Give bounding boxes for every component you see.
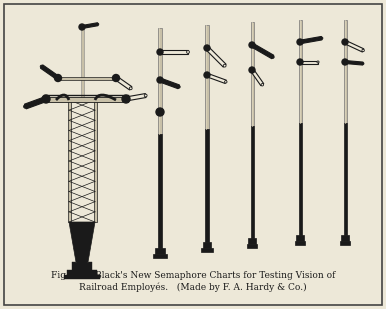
Circle shape: [204, 72, 210, 78]
Bar: [344, 123, 347, 235]
Circle shape: [342, 59, 348, 65]
Circle shape: [129, 87, 132, 90]
Bar: [203, 242, 211, 248]
Bar: [81, 25, 83, 100]
Circle shape: [54, 74, 61, 82]
Bar: [344, 20, 347, 123]
Bar: [205, 25, 209, 129]
Circle shape: [249, 67, 255, 73]
Circle shape: [362, 62, 364, 65]
Circle shape: [271, 56, 274, 58]
Circle shape: [249, 42, 255, 48]
Bar: [64, 275, 100, 279]
Circle shape: [178, 86, 180, 88]
Polygon shape: [300, 61, 318, 64]
Bar: [153, 254, 167, 258]
Polygon shape: [251, 69, 264, 86]
Bar: [340, 241, 350, 245]
Circle shape: [42, 95, 50, 103]
Polygon shape: [160, 50, 188, 54]
Circle shape: [144, 94, 147, 97]
Polygon shape: [24, 97, 47, 109]
Bar: [341, 235, 349, 241]
Circle shape: [24, 105, 27, 108]
Circle shape: [320, 37, 323, 40]
Circle shape: [186, 51, 190, 53]
Bar: [298, 123, 301, 235]
Circle shape: [362, 49, 364, 52]
Circle shape: [223, 64, 226, 67]
Text: Fig. 25.—Black's New Semaphore Charts for Testing Vision of: Fig. 25.—Black's New Semaphore Charts fo…: [51, 272, 335, 281]
Text: Railroad Employés.   (Made by F. A. Hardy & Co.): Railroad Employés. (Made by F. A. Hardy …: [79, 282, 307, 292]
Polygon shape: [126, 94, 146, 101]
Circle shape: [79, 24, 85, 30]
Polygon shape: [115, 76, 132, 90]
Circle shape: [112, 74, 120, 82]
Bar: [247, 244, 257, 248]
Circle shape: [317, 61, 319, 63]
Circle shape: [225, 81, 227, 83]
Bar: [67, 270, 97, 275]
Polygon shape: [251, 43, 274, 59]
Bar: [201, 248, 213, 252]
Polygon shape: [159, 78, 179, 89]
Circle shape: [122, 95, 130, 103]
Polygon shape: [300, 36, 322, 44]
Bar: [93, 100, 96, 222]
Polygon shape: [344, 40, 364, 52]
Bar: [205, 129, 209, 242]
Bar: [158, 133, 162, 248]
Bar: [56, 77, 118, 79]
Circle shape: [342, 39, 348, 45]
Bar: [158, 28, 162, 133]
Bar: [44, 97, 128, 102]
Circle shape: [261, 83, 264, 86]
Bar: [155, 248, 165, 254]
Circle shape: [297, 39, 303, 45]
Bar: [298, 20, 301, 123]
Polygon shape: [206, 47, 226, 67]
Polygon shape: [69, 222, 95, 262]
Circle shape: [156, 108, 164, 116]
Polygon shape: [82, 23, 98, 28]
Polygon shape: [345, 61, 363, 65]
Bar: [68, 100, 71, 222]
Bar: [72, 262, 92, 270]
Polygon shape: [207, 73, 227, 83]
Bar: [251, 126, 254, 238]
Bar: [249, 238, 256, 244]
Bar: [296, 235, 304, 241]
Circle shape: [40, 65, 43, 68]
Circle shape: [297, 59, 303, 65]
Circle shape: [157, 49, 163, 55]
Bar: [251, 22, 254, 126]
Circle shape: [204, 45, 210, 51]
Bar: [295, 241, 305, 245]
Circle shape: [157, 77, 163, 83]
Polygon shape: [41, 65, 59, 80]
Circle shape: [97, 23, 99, 25]
